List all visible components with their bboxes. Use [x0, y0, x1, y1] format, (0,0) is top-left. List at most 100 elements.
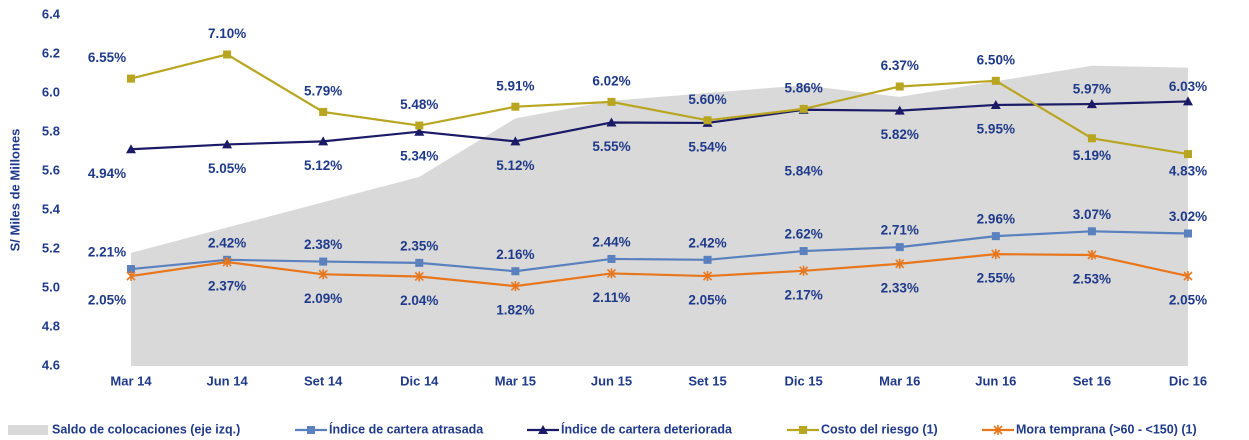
data-label: 5.54% — [688, 139, 726, 154]
marker — [607, 97, 616, 106]
marker — [319, 107, 328, 116]
legend-marker — [307, 426, 315, 434]
marker — [894, 105, 905, 115]
data-label: 5.79% — [304, 84, 342, 99]
y-tick-label: 4.6 — [42, 357, 60, 372]
marker — [511, 267, 520, 276]
marker — [606, 268, 617, 279]
legend-marker — [799, 426, 807, 434]
marker — [415, 258, 424, 267]
marker — [991, 232, 1000, 241]
data-label: 2.42% — [688, 235, 726, 250]
data-label: 4.94% — [88, 166, 126, 181]
x-tick-label: Mar 15 — [495, 373, 536, 388]
x-tick-label: Dic 14 — [400, 373, 439, 388]
marker — [222, 139, 233, 149]
marker — [703, 255, 712, 264]
data-label: 5.60% — [688, 92, 726, 107]
y-tick-label: 4.8 — [42, 318, 60, 333]
data-label: 5.55% — [592, 139, 630, 154]
line — [130, 230, 1189, 273]
marker — [223, 50, 232, 59]
y-axis-title: S/ Miles de Millones — [7, 129, 22, 252]
marker — [799, 104, 808, 113]
marker — [222, 257, 232, 268]
data-label: 2.33% — [881, 280, 919, 295]
line — [130, 53, 1189, 156]
data-label: 2.21% — [88, 245, 126, 260]
x-tick-label: Dic 15 — [784, 373, 822, 388]
y-tick-label: 5.4 — [42, 201, 61, 216]
x-tick-label: Set 14 — [304, 373, 343, 388]
marker — [1184, 229, 1192, 238]
data-label: 3.02% — [1169, 209, 1207, 224]
marker — [895, 82, 904, 91]
marker — [895, 243, 904, 252]
data-label: 2.38% — [304, 237, 342, 252]
x-tick-label: Jun 15 — [591, 373, 632, 388]
data-label: 2.37% — [208, 279, 246, 294]
data-label: 2.11% — [593, 290, 631, 305]
data-label: 6.02% — [592, 73, 630, 88]
data-label: 2.42% — [208, 235, 246, 250]
marker — [1086, 99, 1097, 109]
marker — [703, 116, 712, 125]
legend-label: Saldo de colocaciones (eje izq.) — [52, 422, 240, 436]
data-label: 2.05% — [1169, 293, 1207, 308]
marker — [991, 76, 1000, 85]
y-tick-label: 6.0 — [42, 84, 60, 99]
y-tick-label: 6.2 — [42, 45, 60, 60]
legend-label: Mora temprana (>60 - <150) (1) — [1016, 422, 1197, 436]
marker — [702, 271, 713, 282]
legend-label: Índice de cartera atrasada — [329, 421, 484, 436]
marker — [126, 144, 136, 154]
marker — [318, 136, 329, 146]
legend-swatch — [8, 425, 48, 435]
data-label: 2.62% — [784, 227, 822, 242]
legend-marker — [993, 425, 1003, 435]
data-label: 3.07% — [1073, 207, 1111, 222]
area — [131, 65, 1188, 366]
x-tick-label: Dic 16 — [1169, 373, 1207, 388]
data-label: 2.44% — [592, 235, 630, 250]
data-label: 6.37% — [881, 58, 919, 73]
marker — [510, 281, 520, 292]
data-label: 5.12% — [304, 158, 342, 173]
marker — [510, 136, 521, 146]
x-tick-label: Set 16 — [1073, 373, 1111, 388]
data-label: 2.05% — [88, 293, 126, 308]
data-label: 2.16% — [496, 247, 534, 262]
marker — [414, 126, 425, 136]
legend-marker — [538, 425, 548, 434]
marker — [318, 269, 328, 280]
legend-label: Costo del riesgo (1) — [821, 422, 938, 436]
marker — [127, 74, 135, 83]
data-label: 5.97% — [1073, 82, 1111, 97]
legend-label: Índice de cartera deteriorada — [561, 421, 733, 436]
data-label: 2.53% — [1073, 272, 1111, 287]
data-label: 5.84% — [784, 163, 822, 178]
data-label: 6.50% — [977, 52, 1015, 67]
y-tick-label: 5.0 — [42, 279, 60, 294]
data-label: 7.10% — [208, 26, 246, 41]
data-label: 2.05% — [688, 293, 726, 308]
x-tick-label: Jun 14 — [206, 373, 248, 388]
data-label: 5.82% — [881, 127, 919, 142]
x-tick-label: Set 15 — [688, 373, 726, 388]
data-label: 2.04% — [400, 293, 438, 308]
data-label: 5.12% — [496, 158, 534, 173]
y-tick-label: 5.8 — [42, 123, 60, 138]
data-label: 2.35% — [400, 238, 438, 253]
x-tick-label: Mar 16 — [879, 373, 920, 388]
marker — [1183, 271, 1193, 282]
line — [130, 100, 1189, 151]
marker — [511, 102, 520, 111]
data-label: 5.95% — [977, 122, 1015, 137]
marker — [990, 99, 1001, 109]
x-tick-label: Mar 14 — [110, 373, 152, 388]
marker — [991, 249, 1001, 260]
data-label: 2.17% — [784, 287, 822, 302]
line — [130, 253, 1189, 288]
y-tick-label: 6.4 — [42, 6, 61, 21]
data-label: 5.86% — [784, 80, 822, 95]
